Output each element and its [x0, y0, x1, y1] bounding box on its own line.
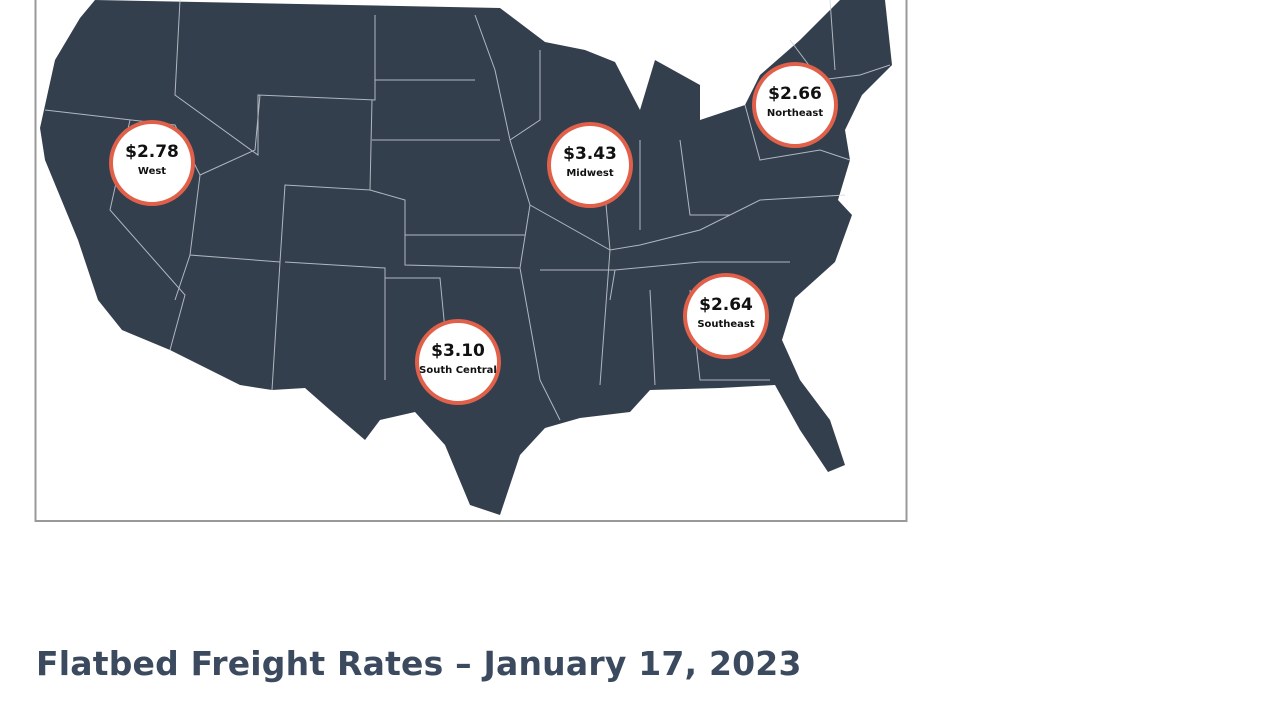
- map: $2.78 West $3.43 Midwest $2.66 Northeast $3.10…: [34, 0, 908, 522]
- us-outline: [40, 0, 892, 515]
- region-badge: [752, 62, 838, 148]
- region-badge: [109, 120, 195, 206]
- region-name: Southeast: [697, 319, 755, 330]
- region-name: Northeast: [767, 108, 824, 119]
- title: Flatbed Freight Rates – January 17, 2023: [36, 644, 802, 683]
- region-name: Midwest: [566, 168, 614, 179]
- region-price: $3.43: [563, 144, 617, 164]
- region-badge: [683, 273, 769, 359]
- region-name: South Central: [419, 365, 497, 376]
- state-lines: [44, 0, 891, 421]
- region-price: $3.10: [431, 341, 485, 361]
- region-price: $2.64: [699, 295, 753, 315]
- region-price: $2.66: [768, 84, 822, 104]
- region-badge: [415, 319, 501, 405]
- region-badge: [547, 122, 633, 208]
- region-price: $2.78: [125, 142, 179, 162]
- region-name: West: [138, 166, 166, 177]
